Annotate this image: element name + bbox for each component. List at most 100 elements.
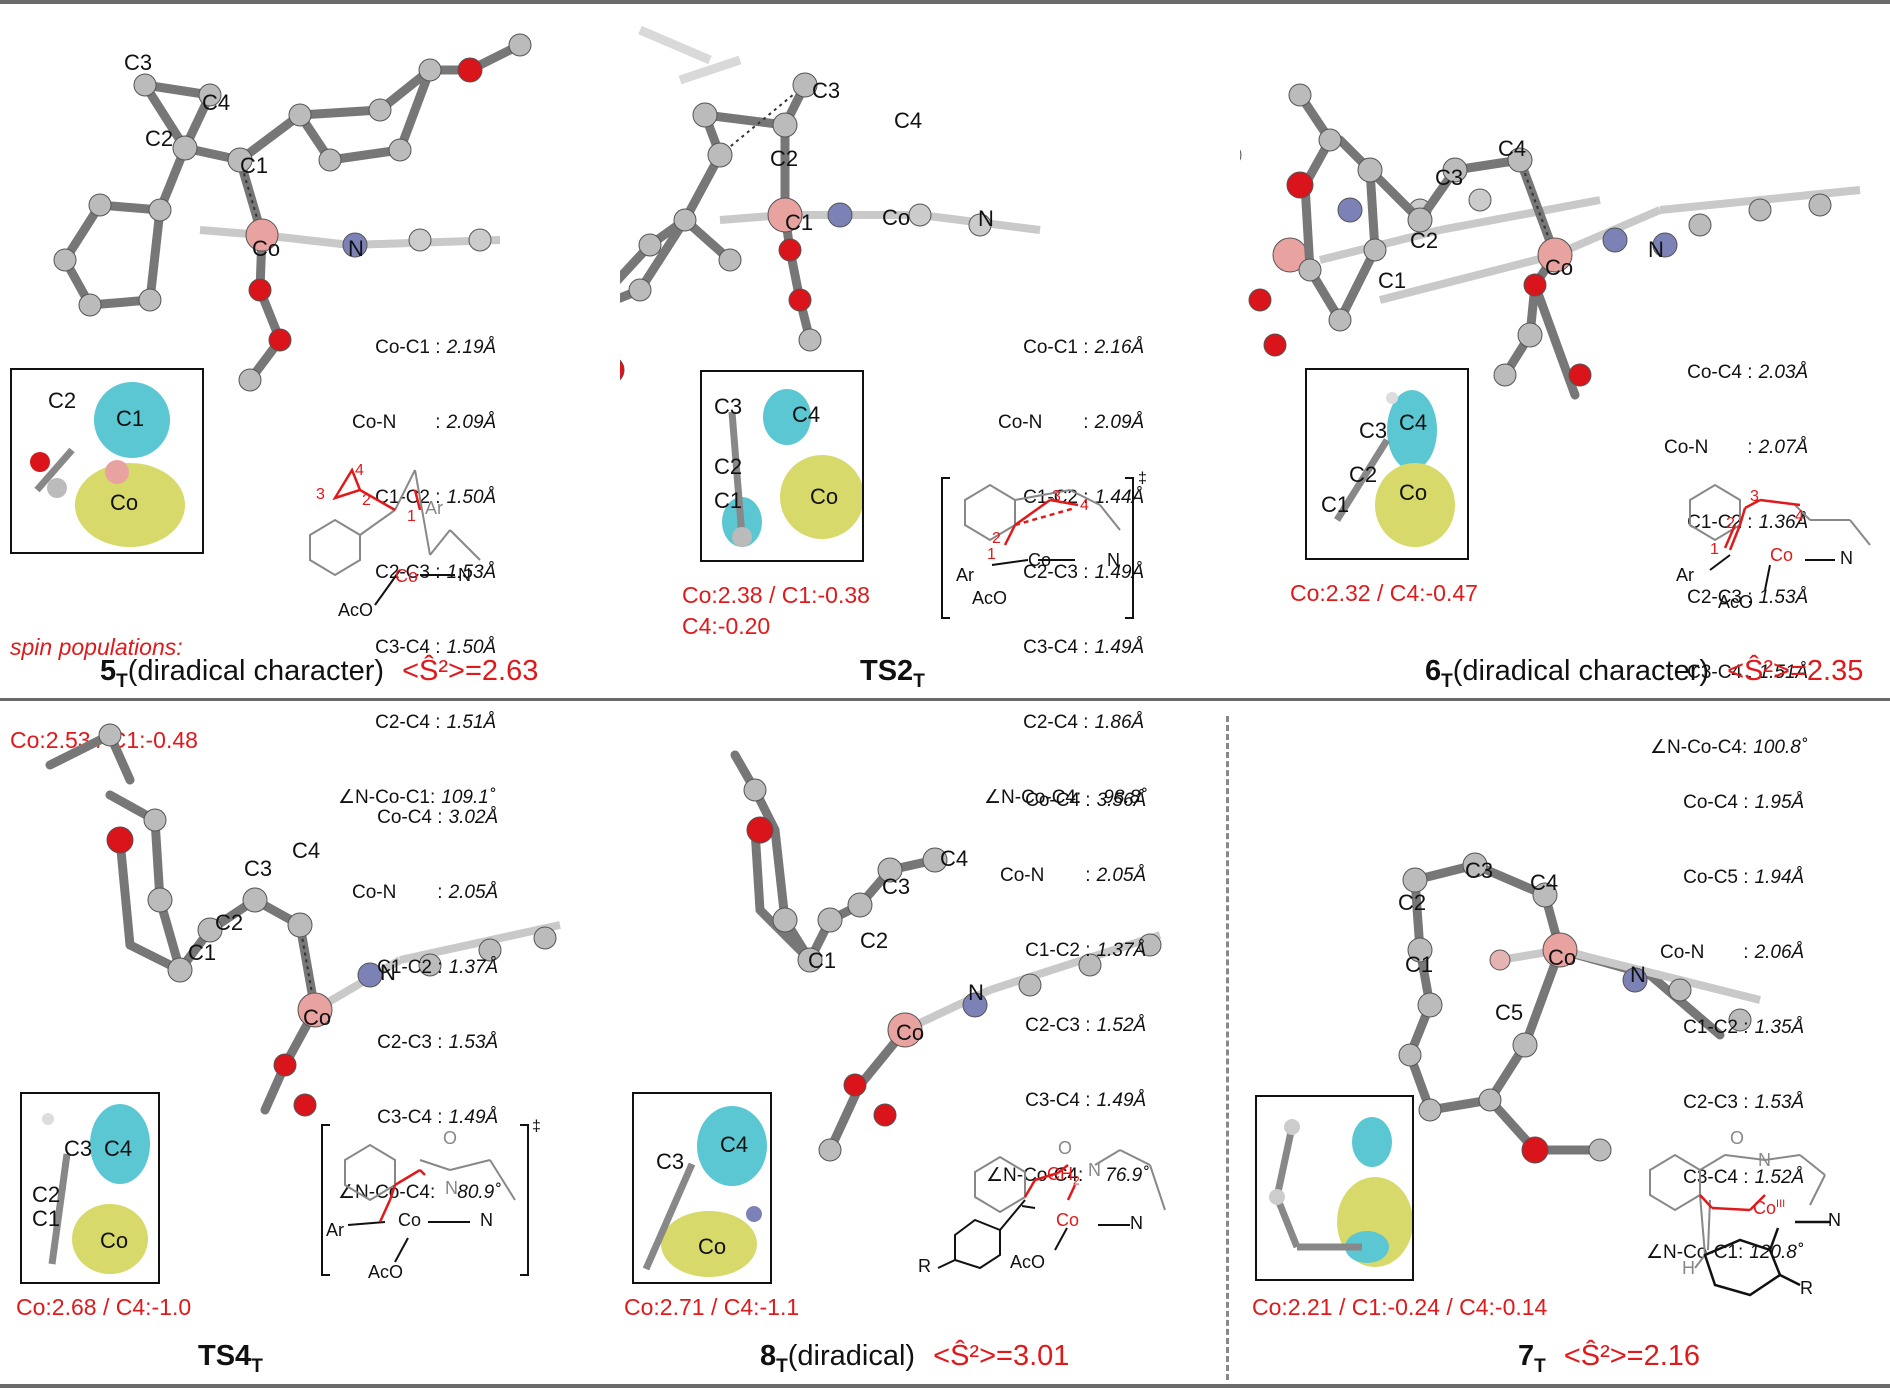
scheme-co: Co — [395, 566, 419, 586]
atom-label-c4: C4 — [894, 108, 923, 133]
TS4T-scheme-co: Co — [398, 1210, 422, 1230]
8T-scheme-ch2: CH2 — [1047, 1164, 1080, 1188]
inset-label-c1: C1 — [32, 1206, 61, 1231]
6T-scheme-n: N — [1840, 548, 1853, 568]
spin-density-plot-8T — [642, 1106, 767, 1277]
inset-label-c1: C1 — [1321, 492, 1350, 517]
TS4T-atom-label-c2: C2 — [215, 910, 244, 935]
geometry-table-8T: Co-C4 :3.56Å Co-N :2.05Å C1-C2 :1.37Å C2… — [986, 790, 1149, 1186]
spin-density-plot-TS4T — [42, 1104, 150, 1274]
molecule-5T — [53, 33, 532, 392]
8T-atom-label-c2: C2 — [860, 928, 889, 953]
inset-label-c2: C2 — [1349, 462, 1378, 487]
scheme-num-2: 2 — [992, 530, 1001, 547]
6T-scheme-num-3: 3 — [1750, 488, 1759, 505]
middle-rule — [0, 698, 1890, 701]
scheme-n: N — [458, 565, 471, 585]
inset-label-c3: C3 — [656, 1149, 685, 1174]
8T-atom-label-c3: C3 — [882, 874, 911, 899]
inset-label-co: Co — [810, 484, 839, 509]
TS4T-scheme-aco: AcO — [368, 1262, 404, 1282]
atom-label-co: Co — [882, 205, 911, 230]
TS4T-atom-label-c3: C3 — [244, 856, 273, 881]
scheme-n: N — [1107, 550, 1120, 570]
geometry-table-TS4T: Co-C4 :3.02Å Co-N :2.05Å C1-C2 :1.37Å C2… — [338, 807, 501, 1203]
spin-density-plot-5T — [30, 382, 185, 547]
6T-scheme-co: Co — [1770, 545, 1794, 565]
caption-8T: 8T(diradical) <Ŝ²>=3.01 — [760, 1340, 1070, 1377]
atom-label-n: N — [348, 236, 364, 261]
inset-label-c3: C3 — [714, 394, 743, 419]
8T-scheme-n: N — [1130, 1213, 1143, 1233]
caption-6T: 6T(diradical character) <Ŝ²>=2.35 — [1425, 655, 1864, 692]
8T-atom-label-co: Co — [896, 1020, 925, 1045]
8T-scheme-ch-sub: 2 — [1073, 1173, 1080, 1188]
scheme-num-3: 3 — [316, 486, 325, 503]
7T-scheme-co-ox: III — [1776, 1198, 1786, 1210]
6T-scheme-num-1: 1 — [1710, 541, 1719, 558]
atom-label-c3: C3 — [812, 78, 841, 103]
TS4T-atom-label-n: N — [380, 960, 396, 985]
8T-scheme-aco: AcO — [1010, 1252, 1046, 1272]
caption-5T: 5T(diradical character) <Ŝ²>=2.63 — [100, 655, 539, 692]
8T-scheme-co: Co — [1056, 1210, 1080, 1230]
7T-scheme-h: H — [1682, 1258, 1695, 1278]
6T-scheme-num-2: 2 — [1726, 515, 1735, 532]
spin-populations-5T: spin populations: Co:2.53 / C1:-0.48 — [10, 634, 198, 753]
atom-label-c1: C1 — [240, 153, 269, 178]
8T-scheme-o: O — [1058, 1138, 1073, 1158]
scheme-num-1: 1 — [987, 546, 996, 563]
8T-atom-label-c1: C1 — [808, 948, 837, 973]
scheme-co: Co — [1028, 550, 1052, 570]
TS4T-atom-label-c1: C1 — [188, 940, 217, 965]
6T-scheme-aco: AcO — [1718, 592, 1754, 612]
8T-scheme-r: R — [918, 1256, 931, 1276]
spin-density-inset-TS2T: C3 C4 C2 C1 Co — [700, 370, 864, 562]
7T-scheme-co-text: Co — [1753, 1198, 1777, 1218]
scheme-num-1: 1 — [407, 508, 416, 525]
TS4T-scheme-n2: N — [445, 1178, 458, 1198]
caption-TS2T: TS2T — [860, 655, 925, 692]
caption-7T: 7T <Ŝ²>=2.16 — [1518, 1340, 1701, 1377]
molecule-TS2T — [620, 25, 1041, 381]
8T-scheme-n2: N — [1088, 1160, 1101, 1180]
spin-populations-6T: Co:2.32 / C4:-0.47 — [1290, 580, 1478, 606]
caption-TS4T: TS4T — [198, 1340, 263, 1377]
6T-atom-label-c1: C1 — [1378, 268, 1407, 293]
7T-atom-label-c5: C5 — [1495, 1000, 1524, 1025]
scheme-num-4: 4 — [355, 462, 364, 479]
inset-label-co: Co — [1399, 480, 1428, 505]
7T-atom-label-c4: C4 — [1530, 870, 1559, 895]
atom-label-co: Co — [252, 236, 281, 261]
atom-label-c3: C3 — [124, 50, 153, 75]
spin-density-plot-6T — [1334, 390, 1455, 547]
spin-density-inset-TS4T: C3 C4 C2 C1 Co — [20, 1092, 160, 1284]
scheme-num-2: 2 — [362, 492, 371, 509]
inset-label-c2: C2 — [714, 454, 743, 479]
spin-density-plot-7T — [1269, 1117, 1413, 1267]
scheme-aco: AcO — [972, 588, 1008, 608]
scheme-num-4: 4 — [1080, 497, 1089, 514]
panel-TS2T: C3 C4 C2 C1 Co N Co-C1 :2.16Å Co-N :2.09… — [620, 0, 1240, 808]
bottom-rule — [0, 1384, 1890, 1388]
spin-density-inset-6T: C3 C4 C2 C1 Co — [1305, 368, 1469, 560]
inset-label-co: Co — [698, 1234, 727, 1259]
TS4T-scheme-o: O — [443, 1128, 458, 1148]
spin-populations-TS4T: Co:2.68 / C4:-1.0 — [16, 1294, 192, 1320]
geometry-table-5T: Co-C1 :2.19Å Co-N :2.09Å C1-C2 :1.50Å C2… — [338, 337, 497, 808]
8T-atom-label-c4: C4 — [940, 846, 969, 871]
atom-label-c4: C4 — [202, 90, 231, 115]
inset-label-c4: C4 — [104, 1136, 133, 1161]
7T-atom-label-c3: C3 — [1465, 858, 1494, 883]
atom-label-c2: C2 — [770, 146, 799, 171]
7T-atom-label-n: N — [1630, 962, 1646, 987]
scheme-ar: Ar — [956, 565, 974, 585]
spin-density-inset-7T — [1255, 1095, 1414, 1281]
TS4T-scheme-ar: Ar — [326, 1220, 344, 1240]
TS4T-scheme-dagger: ‡ — [532, 1118, 541, 1135]
8T-atom-label-n: N — [968, 980, 984, 1005]
scheme-num-3: 3 — [1052, 488, 1061, 505]
atom-label-n: N — [978, 206, 994, 231]
7T-atom-label-c2: C2 — [1398, 890, 1427, 915]
spin-density-plot-TS2T — [722, 389, 864, 547]
